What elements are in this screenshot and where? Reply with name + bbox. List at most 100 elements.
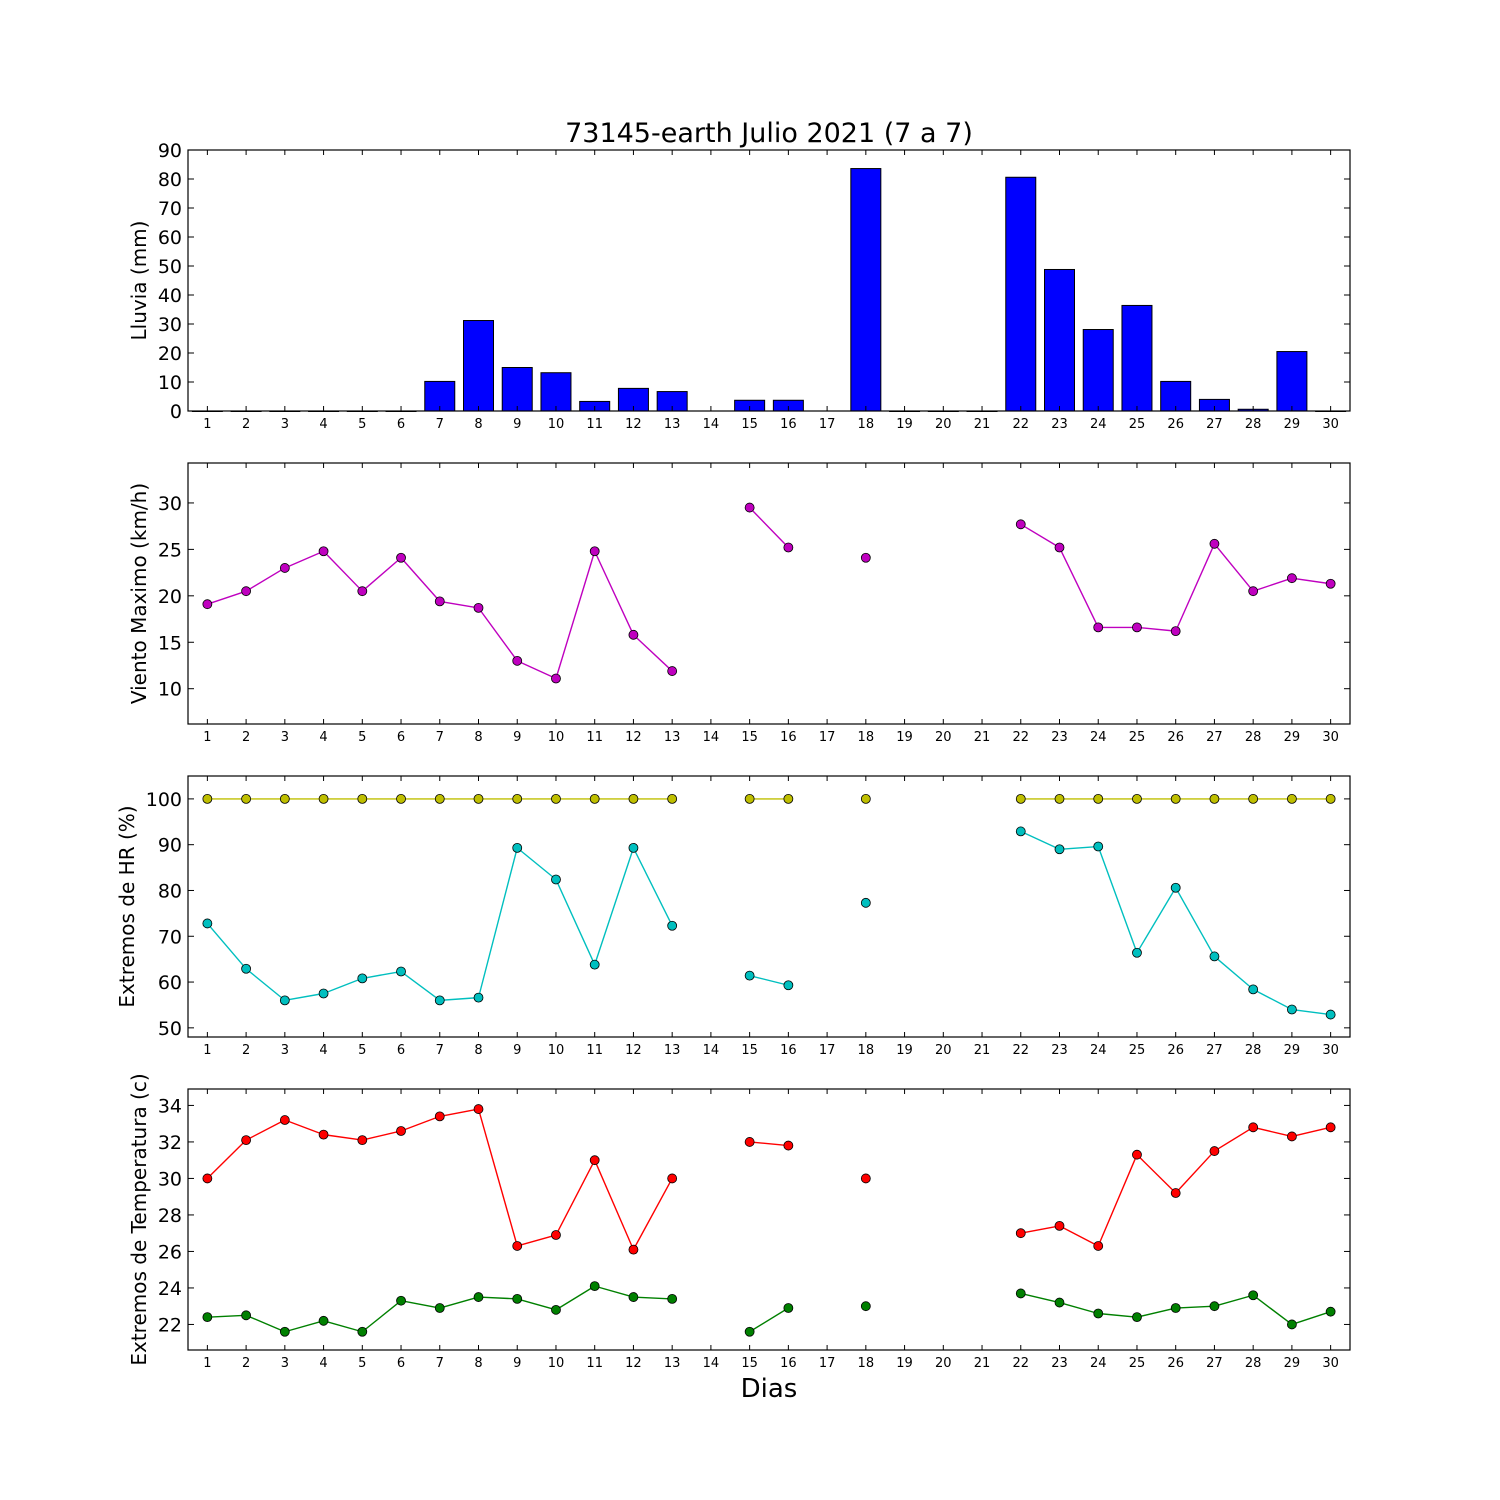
panel-temperatura: 1 2 3 4 5 6 7 8 9 10 11 12 13 14 15 16 17 18 19 20 21 22 23 24 2… — [127, 1073, 1351, 1371]
hr-series-1-point-day-15 — [744, 970, 755, 981]
temperatura-x-tick-label: 22 — [1012, 1356, 1029, 1371]
hr-series-1-point-day-8 — [473, 992, 484, 1003]
hr-series-1-point-day-9 — [512, 842, 523, 853]
temperatura-series-1-point-day-6 — [396, 1295, 406, 1306]
hr-series-1-segment — [1291, 1008, 1331, 1016]
temperatura-series-1-segment — [284, 1320, 324, 1333]
temperatura-series-0-point-day-6 — [396, 1126, 406, 1136]
temperatura-x-tick-label: 28 — [1245, 1356, 1262, 1371]
hr-x-tick-label: 22 — [1012, 1043, 1029, 1058]
lluvia-bar-day-18 — [850, 168, 882, 412]
temperatura-series-0-point-day-2 — [241, 1135, 252, 1146]
hr-series-0-point-day-3 — [279, 793, 290, 804]
temperatura-series-0-segment — [1020, 1225, 1060, 1234]
temperatura-x-tick-label: 11 — [586, 1356, 603, 1371]
temperatura-x-tick-label: 19 — [896, 1356, 913, 1371]
temperatura-series-0-point-day-7 — [434, 1111, 445, 1122]
viento-series-0-point-day-27 — [1209, 538, 1220, 549]
hr-x-tick-label: 21 — [974, 1043, 991, 1058]
hr-series-1-point-day-10 — [551, 874, 561, 885]
viento-series-0-segment — [516, 660, 557, 680]
lluvia-x-tick-label: 7 — [436, 417, 444, 432]
temperatura-series-1-point-day-18 — [860, 1301, 871, 1312]
lluvia-y-tick-label: 60 — [158, 227, 182, 249]
temperatura-series-0-segment — [632, 1178, 673, 1250]
hr-y-tick-label: 50 — [158, 1018, 182, 1040]
temperatura-series-1-point-day-2 — [241, 1310, 252, 1321]
lluvia-bar-day-10 — [540, 372, 572, 412]
hr-series-0-point-day-4 — [318, 793, 329, 804]
lluvia-x-tick-label: 12 — [625, 417, 642, 432]
hr-series-1-point-day-7 — [434, 995, 445, 1006]
temperatura-x-tick-label: 7 — [436, 1356, 444, 1371]
temperatura-series-0-segment — [1097, 1154, 1138, 1247]
viento-series-0-point-day-18 — [860, 552, 871, 563]
viento-x-tick-label: 18 — [858, 730, 875, 745]
lluvia-x-tick-label: 21 — [974, 417, 991, 432]
lluvia-x-tick-label: 29 — [1284, 417, 1301, 432]
temperatura-series-1-segment — [517, 1298, 557, 1311]
temperatura-x-tick-label: 23 — [1051, 1356, 1068, 1371]
hr-series-1-point-day-22 — [1015, 826, 1026, 837]
viento-x-tick-label: 17 — [819, 730, 836, 745]
temperatura-series-1-segment — [478, 1296, 518, 1300]
hr-x-tick-label: 14 — [703, 1043, 720, 1058]
viento-series-0-point-day-16 — [783, 542, 794, 553]
viento-series-0-point-day-2 — [241, 586, 252, 597]
temperatura-series-0-point-day-9 — [512, 1241, 523, 1251]
temperatura-plot-frame — [187, 1088, 1351, 1351]
lluvia-x-tick-label: 9 — [513, 417, 521, 432]
panel-lluvia: 1 2 3 4 5 6 7 8 9 10 11 12 13 14 15 16 17 18 19 20 21 22 23 24 2… — [127, 140, 1351, 432]
temperatura-series-1-segment — [323, 1320, 363, 1333]
viento-series-0-point-day-11 — [589, 546, 600, 557]
hr-x-tick-label: 3 — [281, 1043, 289, 1058]
hr-y-axis-label: Extremos de HR (%) — [115, 805, 139, 1007]
viento-series-0-point-day-6 — [396, 552, 406, 563]
temperatura-x-tick-label: 27 — [1206, 1356, 1223, 1371]
viento-series-0-segment — [207, 590, 247, 605]
temperatura-series-0-segment — [400, 1115, 441, 1132]
temperatura-series-1-segment — [749, 1307, 789, 1333]
temperatura-series-1-segment — [1136, 1307, 1176, 1318]
hr-y-tick-label: 60 — [158, 972, 182, 994]
lluvia-y-tick-label: 10 — [158, 372, 182, 394]
viento-series-0-point-day-7 — [434, 596, 445, 607]
temperatura-x-tick-label: 21 — [974, 1356, 991, 1371]
temperatura-x-tick-label: 9 — [513, 1356, 521, 1371]
hr-series-0-point-day-7 — [434, 793, 445, 804]
temperatura-series-1-point-day-25 — [1132, 1312, 1142, 1323]
hr-x-tick-label: 10 — [548, 1043, 565, 1058]
viento-series-0-point-day-13 — [667, 666, 678, 676]
viento-series-0-segment — [594, 550, 635, 636]
hr-series-0-point-day-25 — [1132, 793, 1142, 804]
temperatura-x-tick-label: 8 — [474, 1356, 482, 1371]
temperatura-series-1-segment — [245, 1314, 286, 1333]
viento-x-tick-label: 20 — [935, 730, 952, 745]
temperatura-series-0-point-day-24 — [1093, 1241, 1104, 1251]
lluvia-bar-day-25 — [1121, 304, 1153, 412]
temperatura-series-1-segment — [1252, 1294, 1293, 1326]
hr-series-0-point-day-23 — [1054, 793, 1065, 804]
temperatura-x-tick-label: 3 — [281, 1356, 289, 1371]
lluvia-x-tick-label: 20 — [935, 417, 952, 432]
viento-series-0-segment — [1136, 626, 1176, 632]
temperatura-series-0-segment — [555, 1159, 596, 1236]
temperatura-x-tick-label: 4 — [319, 1356, 327, 1371]
viento-series-0-point-day-3 — [279, 563, 290, 573]
lluvia-bar-day-9 — [501, 367, 533, 412]
lluvia-bar-day-22 — [1005, 176, 1037, 412]
viento-series-0-segment — [439, 600, 479, 609]
viento-x-tick-label: 8 — [474, 730, 482, 745]
temperatura-series-1-point-day-28 — [1248, 1290, 1259, 1301]
viento-y-tick-label: 20 — [158, 586, 182, 608]
viento-series-0-segment — [749, 507, 789, 549]
temperatura-x-tick-label: 1 — [203, 1356, 211, 1371]
lluvia-x-tick-label: 3 — [281, 417, 289, 432]
temperatura-series-0-segment — [1175, 1150, 1215, 1194]
hr-x-tick-label: 28 — [1245, 1043, 1262, 1058]
lluvia-y-tick-label: 30 — [158, 314, 182, 336]
viento-series-0-segment — [1020, 523, 1060, 549]
viento-series-0-point-day-12 — [628, 629, 639, 640]
hr-series-1-point-day-18 — [860, 897, 871, 908]
